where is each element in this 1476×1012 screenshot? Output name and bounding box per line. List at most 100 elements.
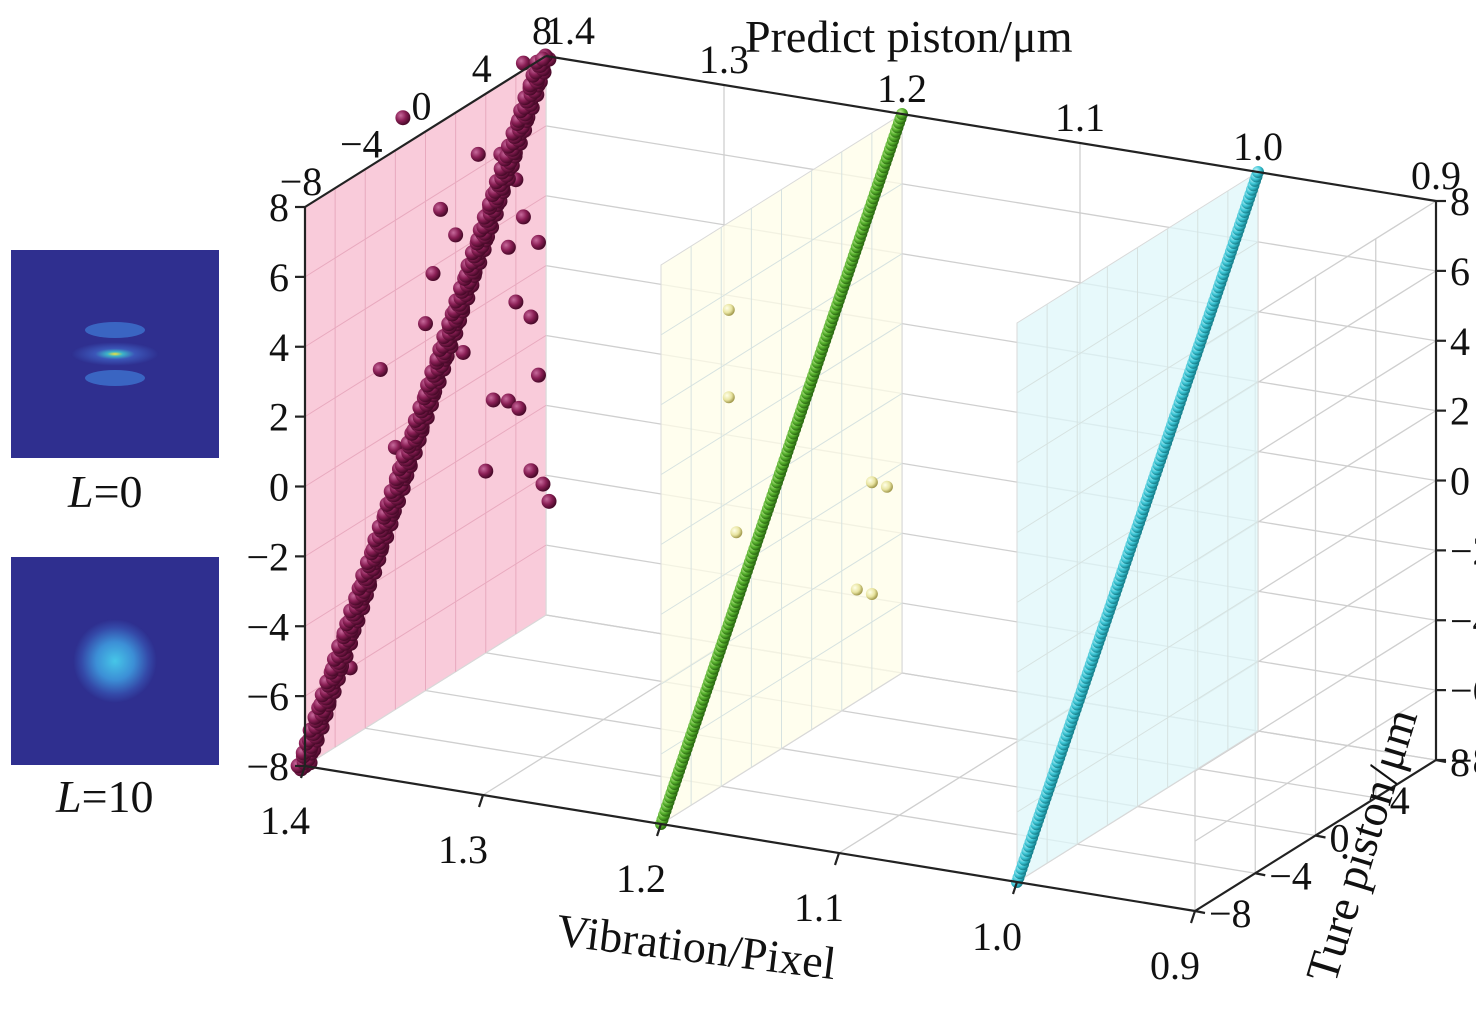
outlier-point-0	[523, 463, 539, 479]
outlier-point-1	[722, 391, 735, 404]
outlier-point-1	[730, 526, 743, 539]
tick-label-true: −4	[1269, 853, 1312, 898]
tick-label-vibration-top: 1.1	[1055, 95, 1105, 140]
series-plane-mesh-1	[660, 532, 903, 685]
outlier-point-0	[515, 55, 531, 71]
tick-label-predict-top: 0	[412, 84, 432, 129]
series-plane-mesh-0	[304, 474, 547, 627]
tick-label-predict-top: 8	[532, 8, 552, 53]
outlier-point-0	[523, 309, 539, 325]
inset-l10: L=10	[11, 557, 219, 822]
outlier-point-0	[530, 367, 546, 383]
tick-label-vibration: 1.3	[438, 827, 488, 872]
inset-l10-label: L=10	[55, 771, 154, 822]
data-points	[290, 48, 1264, 888]
series-plane-mesh-0	[304, 265, 547, 418]
tick-label-predict-left: 0	[269, 465, 289, 510]
outlier-point-0	[535, 476, 551, 492]
inset-l0-fringe-bottom	[85, 370, 145, 386]
series-plane-mesh-0	[304, 404, 547, 557]
tick-mark-vibration	[833, 852, 841, 866]
series-plane-mesh-2	[1016, 381, 1259, 534]
tick-label-predict-left: 4	[269, 325, 289, 370]
outlier-point-0	[500, 239, 516, 255]
outlier-point-0	[418, 316, 433, 332]
tick-label-vibration-top: 0.9	[1411, 153, 1461, 198]
tick-mark-true	[1435, 758, 1447, 764]
outlier-point-0	[395, 110, 411, 126]
tick-label-predict-top: 4	[472, 46, 492, 91]
outlier-point-0	[425, 266, 441, 282]
axis-title-predict: Predict piston/μm	[745, 11, 1073, 62]
series-plane-mesh-2	[1016, 520, 1259, 673]
outlier-point-1	[865, 476, 878, 489]
tick-label-predict-right: 2	[1450, 389, 1470, 434]
outlier-point-1	[722, 303, 735, 316]
tick-label-true: 8	[1450, 740, 1470, 785]
outlier-point-0	[455, 344, 471, 360]
tick-label-predict-right: −2	[1450, 528, 1476, 573]
series-plane-mesh-2	[1016, 311, 1259, 464]
grid-back-p	[545, 195, 1437, 342]
tick-label-predict-left: −8	[246, 744, 289, 789]
outlier-point-0	[448, 227, 464, 243]
tick-mark-vibration	[655, 823, 663, 837]
tick-label-vibration: 0.9	[1150, 943, 1200, 988]
tick-label-predict-left: −2	[246, 534, 289, 579]
series-plane-mesh-2	[1016, 590, 1259, 743]
outlier-point-0	[530, 234, 546, 250]
tick-mark-true	[1194, 909, 1206, 915]
outlier-point-0	[500, 393, 516, 409]
tick-label-predict-right: 6	[1450, 249, 1470, 294]
series-plane-mesh-1	[660, 183, 903, 336]
outlier-point-0	[508, 294, 524, 310]
tick-label-vibration: 1.1	[794, 885, 844, 930]
tick-label-vibration-top: 1.0	[1233, 124, 1283, 169]
outlier-point-0	[470, 146, 486, 162]
axis-vibration-line	[304, 764, 1196, 913]
tick-label-vibration-top: 1.2	[877, 66, 927, 111]
tick-label-true: −8	[1209, 891, 1252, 936]
grid-back-p	[545, 125, 1437, 272]
outlier-point-0	[511, 400, 527, 416]
tick-mark-vibration	[477, 794, 485, 808]
outlier-point-1	[880, 480, 893, 493]
axis-vibration-top-line	[545, 54, 1437, 203]
series-plane-mesh-2	[1016, 241, 1259, 394]
outlier-point-1	[850, 583, 863, 596]
tick-mark-vibration	[299, 765, 307, 779]
tick-label-predict-top: −4	[340, 121, 383, 166]
tick-label-predict-top: −8	[280, 159, 323, 204]
inset-l0-label: L=0	[67, 466, 143, 517]
outlier-point-0	[485, 392, 501, 408]
inset-l0: L=0	[11, 250, 219, 517]
tick-label-predict-right: −8	[1450, 738, 1476, 783]
tick-mark-vibration	[1189, 910, 1197, 924]
tick-label-vibration: 1.4	[260, 798, 310, 843]
grid-floor-t	[365, 727, 1256, 874]
series-plane-mesh-2	[1016, 660, 1259, 813]
tick-label-true: 0	[1330, 816, 1350, 861]
tick-label-predict-right: 4	[1450, 319, 1470, 364]
tick-label-predict-left: 2	[269, 395, 289, 440]
tick-label-true: 4	[1390, 778, 1410, 823]
tick-mark-true	[1315, 834, 1326, 839]
series-plane-mesh-1	[660, 323, 903, 476]
tick-label-predict-left: −6	[246, 674, 289, 719]
grid-floor-t	[485, 652, 1376, 799]
tick-label-vibration-top: 1.3	[699, 37, 749, 82]
series-plane-mesh-0	[304, 195, 547, 348]
tick-label-vibration-top: 1.4	[545, 8, 595, 53]
series-plane-mesh-1	[660, 253, 903, 406]
tick-mark-vibration	[1011, 881, 1019, 895]
outlier-point-1	[865, 588, 878, 601]
tick-label-predict-right: −6	[1450, 668, 1476, 713]
outlier-point-0	[515, 209, 531, 225]
series-plane-mesh-1	[660, 462, 903, 615]
tick-label-predict-right: −4	[1450, 598, 1476, 643]
grid-floor-t	[425, 689, 1316, 837]
tick-label-predict-left: −4	[246, 604, 289, 649]
tick-label-predict-right: 0	[1450, 459, 1470, 504]
inset-l0-fringe-top	[85, 322, 145, 338]
